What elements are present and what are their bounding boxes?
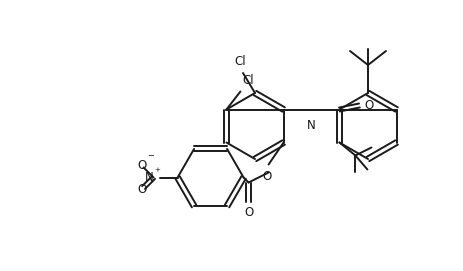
Text: O: O xyxy=(137,159,146,172)
Text: +: + xyxy=(154,166,160,173)
Text: −: − xyxy=(147,151,154,160)
Text: O: O xyxy=(137,183,146,196)
Text: N: N xyxy=(144,171,153,184)
Text: O: O xyxy=(363,99,373,112)
Text: N: N xyxy=(307,118,315,131)
Text: Cl: Cl xyxy=(234,55,245,68)
Text: O: O xyxy=(262,169,270,182)
Text: O: O xyxy=(244,207,253,220)
Text: Cl: Cl xyxy=(242,73,254,86)
